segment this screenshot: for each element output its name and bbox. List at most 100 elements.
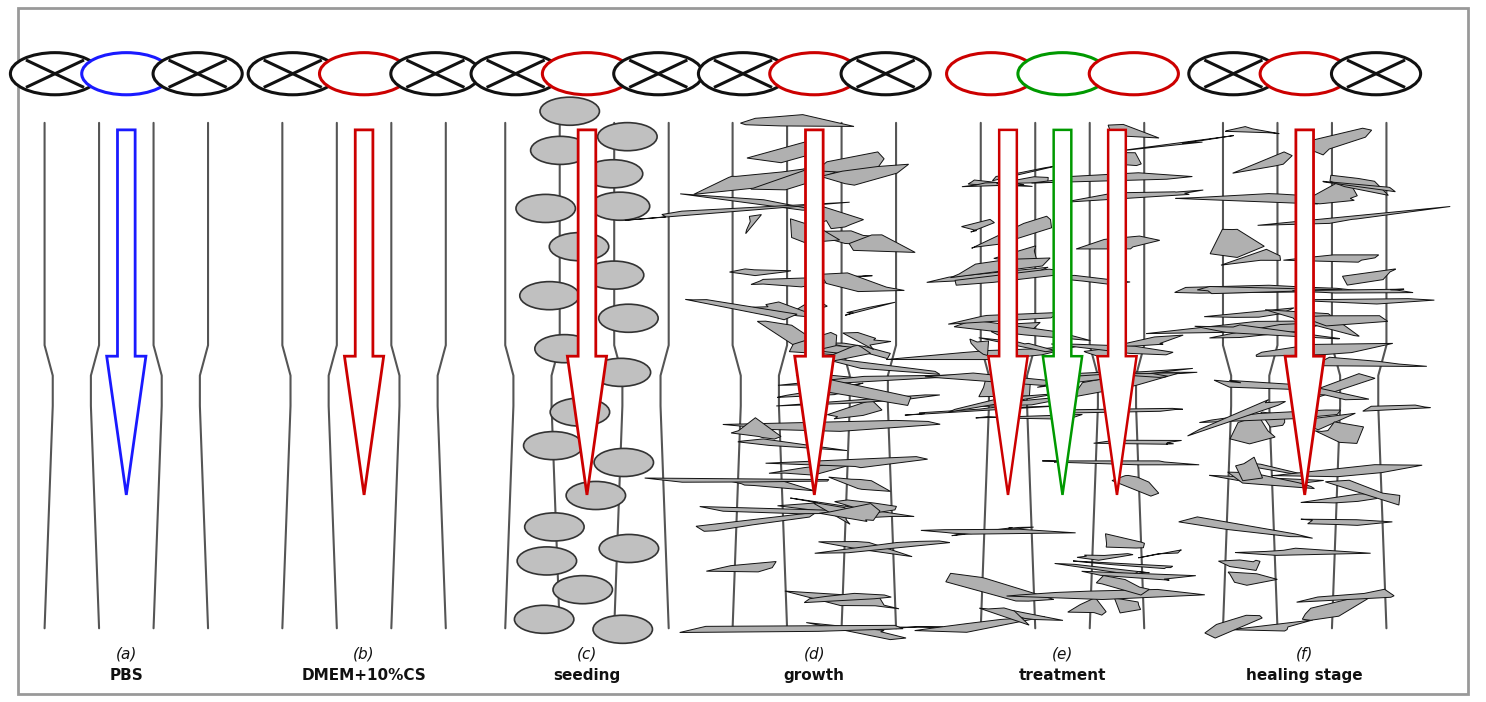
Polygon shape	[1073, 372, 1198, 378]
Polygon shape	[681, 194, 814, 211]
Polygon shape	[804, 231, 874, 245]
Polygon shape	[849, 235, 915, 253]
Polygon shape	[107, 130, 146, 495]
Polygon shape	[750, 276, 872, 287]
Polygon shape	[1229, 572, 1278, 585]
Polygon shape	[721, 479, 814, 491]
Polygon shape	[1235, 457, 1263, 481]
Polygon shape	[694, 168, 811, 194]
Polygon shape	[1233, 152, 1293, 173]
Polygon shape	[994, 246, 1037, 264]
Text: seeding: seeding	[553, 668, 621, 683]
Polygon shape	[796, 373, 875, 382]
Circle shape	[520, 282, 580, 310]
Polygon shape	[807, 152, 884, 173]
Polygon shape	[776, 395, 939, 406]
Polygon shape	[1094, 440, 1181, 444]
Polygon shape	[1174, 285, 1364, 293]
Polygon shape	[1285, 130, 1324, 495]
Polygon shape	[758, 322, 813, 346]
Polygon shape	[1031, 173, 1192, 183]
Polygon shape	[1112, 475, 1159, 496]
Polygon shape	[1109, 124, 1159, 138]
Polygon shape	[785, 591, 899, 609]
Polygon shape	[993, 166, 1058, 180]
Text: (c): (c)	[577, 647, 597, 662]
Polygon shape	[978, 397, 1070, 406]
Polygon shape	[1114, 598, 1141, 613]
Polygon shape	[1219, 560, 1260, 571]
Polygon shape	[740, 114, 854, 126]
Polygon shape	[948, 312, 1055, 324]
Polygon shape	[1326, 480, 1400, 505]
Polygon shape	[1104, 373, 1168, 378]
Polygon shape	[722, 420, 941, 431]
Polygon shape	[768, 461, 868, 475]
Polygon shape	[1224, 620, 1312, 631]
Polygon shape	[1138, 550, 1181, 558]
Polygon shape	[1146, 321, 1331, 333]
Polygon shape	[1297, 589, 1394, 602]
Polygon shape	[924, 373, 1074, 385]
Circle shape	[542, 53, 632, 95]
Polygon shape	[1198, 286, 1342, 293]
Circle shape	[10, 53, 100, 95]
Polygon shape	[1097, 130, 1137, 495]
Polygon shape	[1083, 349, 1120, 359]
Polygon shape	[1002, 610, 1062, 621]
Polygon shape	[1265, 310, 1360, 336]
Polygon shape	[997, 177, 1055, 184]
Polygon shape	[1175, 194, 1334, 204]
Circle shape	[599, 304, 658, 332]
Polygon shape	[967, 180, 1033, 187]
Text: (f): (f)	[1296, 647, 1314, 662]
Text: growth: growth	[783, 668, 846, 683]
Polygon shape	[905, 405, 1068, 415]
Polygon shape	[826, 342, 890, 359]
Polygon shape	[1300, 413, 1355, 430]
Polygon shape	[828, 345, 871, 362]
Polygon shape	[886, 345, 1083, 359]
Polygon shape	[1297, 298, 1434, 304]
Polygon shape	[1230, 418, 1275, 444]
Circle shape	[1018, 53, 1107, 95]
Polygon shape	[679, 625, 903, 633]
Polygon shape	[1214, 380, 1331, 391]
Circle shape	[153, 53, 242, 95]
Circle shape	[1331, 53, 1421, 95]
Polygon shape	[835, 500, 896, 512]
Polygon shape	[1055, 564, 1149, 574]
Polygon shape	[624, 202, 850, 220]
Circle shape	[698, 53, 788, 95]
Polygon shape	[1073, 373, 1180, 397]
Polygon shape	[1006, 590, 1205, 600]
Polygon shape	[1037, 369, 1193, 388]
Circle shape	[594, 449, 654, 477]
Polygon shape	[921, 529, 1076, 534]
Polygon shape	[1241, 463, 1299, 475]
Polygon shape	[970, 339, 988, 355]
Polygon shape	[1187, 399, 1285, 436]
Polygon shape	[828, 400, 883, 419]
Circle shape	[523, 432, 583, 460]
Circle shape	[1260, 53, 1349, 95]
Polygon shape	[1077, 554, 1132, 560]
Polygon shape	[1117, 152, 1141, 166]
Polygon shape	[791, 219, 840, 243]
Circle shape	[550, 232, 609, 260]
Polygon shape	[1315, 422, 1364, 444]
Circle shape	[248, 53, 337, 95]
Polygon shape	[1303, 373, 1375, 401]
Circle shape	[841, 53, 930, 95]
Polygon shape	[750, 169, 837, 190]
Polygon shape	[1227, 472, 1315, 489]
Polygon shape	[1195, 325, 1340, 339]
Circle shape	[1189, 53, 1278, 95]
Polygon shape	[1073, 561, 1172, 569]
Polygon shape	[1302, 592, 1379, 621]
Polygon shape	[804, 377, 911, 406]
Polygon shape	[927, 267, 1048, 282]
FancyBboxPatch shape	[18, 8, 1468, 694]
Circle shape	[584, 261, 643, 289]
Text: (d): (d)	[804, 647, 825, 662]
